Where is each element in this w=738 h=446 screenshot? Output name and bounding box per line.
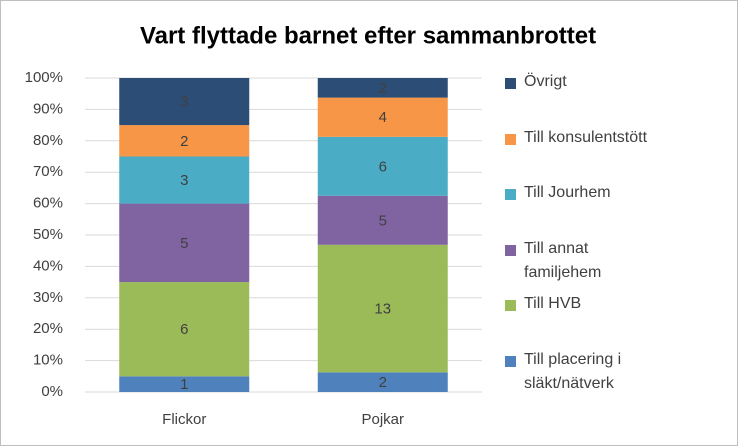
- x-tick-label: Pojkar: [361, 411, 404, 428]
- bar-segment: [317, 244, 448, 373]
- data-label: 2: [379, 80, 387, 97]
- data-label: 6: [180, 321, 188, 338]
- legend-swatch: [505, 244, 516, 256]
- y-tick-label: 30%: [33, 289, 63, 306]
- data-label: 13: [374, 301, 391, 318]
- bar-segment: [119, 78, 250, 126]
- legend-item: Övrigt: [505, 73, 705, 94]
- legend-item: Till annat familjehem: [505, 240, 705, 285]
- y-tick-label: 80%: [33, 132, 63, 149]
- y-tick-label: 20%: [33, 320, 63, 337]
- bar-segment: [317, 136, 448, 196]
- legend-item: Till Jourhem: [505, 184, 705, 205]
- legend-label: Till HVB: [524, 295, 582, 312]
- bar-segment: [317, 78, 448, 98]
- y-tick-label: 0%: [41, 383, 63, 400]
- legend-item: Till placering i släkt/nätverk: [505, 351, 705, 396]
- data-label: 2: [379, 374, 387, 391]
- bar-segment: [119, 125, 250, 157]
- legend-swatch: [505, 133, 516, 145]
- y-tick-label: 70%: [33, 163, 63, 180]
- legend-swatch: [505, 300, 516, 311]
- y-tick-label: 60%: [33, 195, 63, 212]
- legend-label: Till placering i släkt/nätverk: [524, 350, 622, 392]
- data-label: 4: [379, 109, 387, 126]
- legend-item: Till HVB: [505, 295, 705, 316]
- legend-label: Till konsulentstött: [524, 128, 648, 146]
- data-label: 3: [180, 172, 188, 189]
- y-tick-label: 90%: [33, 100, 63, 117]
- bar-segment: [119, 376, 250, 392]
- legend-label: Övrigt: [524, 73, 567, 90]
- data-label: 1: [180, 376, 188, 393]
- data-label: 3: [180, 94, 188, 111]
- bar-segment: [119, 282, 250, 377]
- bar-segment: [317, 372, 448, 392]
- legend-label: Till Jourhem: [524, 184, 611, 201]
- data-label: 2: [180, 133, 188, 150]
- legend-swatch: [505, 355, 516, 367]
- legend-item: Till konsulentstött: [505, 129, 705, 150]
- legend-swatch: [505, 78, 516, 89]
- legend-label: Till annat familjehem: [524, 239, 602, 281]
- y-tick-label: 10%: [33, 352, 63, 369]
- data-label: 5: [379, 212, 387, 229]
- y-tick-label: 100%: [25, 69, 63, 86]
- bar-segment: [317, 97, 448, 137]
- y-tick-label: 40%: [33, 257, 63, 274]
- chart-title: Vart flyttade barnet efter sammanbrottet: [140, 22, 596, 49]
- bar-segment: [317, 195, 448, 245]
- data-label: 5: [180, 235, 188, 252]
- data-label: 6: [379, 158, 387, 175]
- bar-segment: [119, 156, 250, 204]
- legend-swatch: [505, 189, 516, 200]
- bar-segment: [119, 203, 250, 283]
- x-tick-label: Flickor: [162, 411, 206, 428]
- y-tick-label: 50%: [33, 226, 63, 243]
